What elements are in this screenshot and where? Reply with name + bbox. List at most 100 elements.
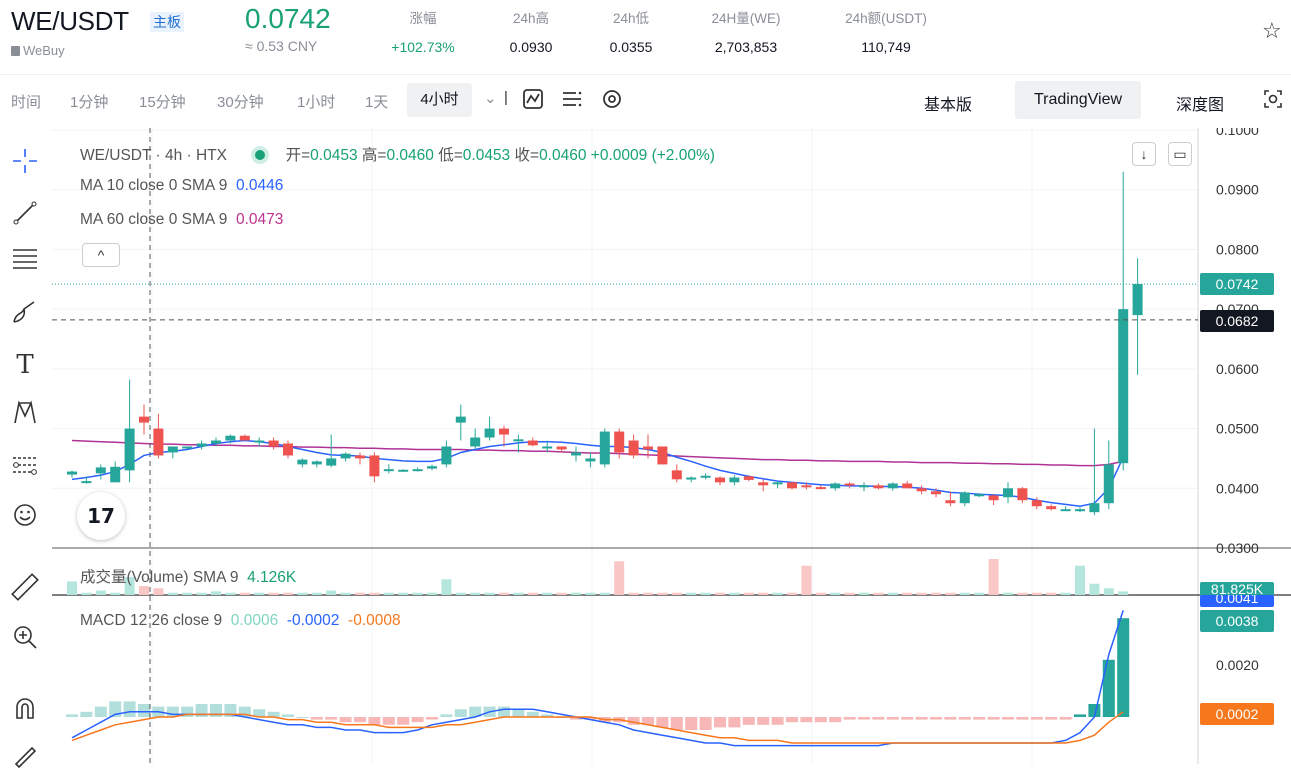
volume-bar <box>628 592 639 595</box>
price-tick-label: 0.0600 <box>1216 361 1259 377</box>
settings-icon[interactable] <box>601 88 623 115</box>
candle-body <box>225 435 236 441</box>
interval-30m[interactable]: 30分钟 <box>217 94 264 111</box>
text-tool-icon[interactable]: T <box>16 350 34 380</box>
volume-bar <box>974 592 985 595</box>
volume-bar <box>585 592 596 595</box>
candle-body <box>283 443 293 456</box>
brush-icon[interactable] <box>8 297 42 331</box>
candle-body <box>369 455 380 477</box>
collapse-legend-button[interactable]: ^ <box>82 243 120 267</box>
price-chart[interactable]: 0.10000.09000.08000.07000.06000.05000.04… <box>52 128 1291 764</box>
candle-body <box>383 469 394 472</box>
forecast-icon[interactable] <box>8 450 42 484</box>
volume-bar <box>398 592 409 595</box>
macd-histogram-bar <box>267 711 280 717</box>
volume-bar <box>743 592 754 595</box>
macd-histogram-bar <box>714 717 726 728</box>
volume-bar <box>383 592 394 595</box>
macd-legend: MACD 12 26 close 9 0.0006 -0.0002 -0.000… <box>80 612 401 629</box>
pattern-icon[interactable] <box>8 398 42 432</box>
candle-body <box>715 477 725 483</box>
candle-body <box>657 446 668 465</box>
candle-body <box>1060 509 1071 512</box>
macd-histogram-bar <box>958 717 971 720</box>
volume-bar <box>95 590 106 595</box>
fib-lines-icon[interactable] <box>8 244 42 278</box>
bag-icon <box>11 46 20 56</box>
macd-histogram-bar <box>973 717 986 720</box>
macd-histogram-bar <box>699 717 712 730</box>
magnet-icon[interactable] <box>8 694 42 728</box>
price-tick-label: 0.1000 <box>1216 128 1259 138</box>
candle-body <box>887 483 898 489</box>
macd-histogram-bar <box>886 717 899 720</box>
trend-line-icon[interactable] <box>8 197 42 231</box>
crosshair-icon[interactable] <box>8 146 42 180</box>
macd-line-tag: 0.0041 <box>1200 595 1274 607</box>
volume-bar <box>427 592 437 595</box>
macd-histogram-bar <box>1002 717 1014 720</box>
zoom-in-icon[interactable] <box>8 622 42 656</box>
volume-bar <box>470 592 481 595</box>
interval-1h[interactable]: 1小时 <box>297 94 336 111</box>
volume-bar <box>657 592 668 595</box>
candle-body <box>873 485 884 489</box>
volume-bar <box>326 590 337 595</box>
volume-bar <box>124 577 135 595</box>
interval-15m[interactable]: 15分钟 <box>139 94 186 111</box>
interval-1m[interactable]: 1分钟 <box>70 94 109 111</box>
chart-type-icon[interactable] <box>522 88 544 115</box>
candle-body <box>945 500 956 504</box>
view-basic[interactable]: 基本版 <box>924 97 973 114</box>
candle-body <box>801 485 812 488</box>
macd-histogram-bar <box>771 717 784 725</box>
macd-histogram-bar <box>670 717 683 730</box>
volume-bar <box>772 592 783 595</box>
price-tick-label: 0.0500 <box>1216 421 1259 437</box>
candle-body <box>110 466 121 483</box>
candle-body <box>1017 488 1028 501</box>
fullscreen-icon[interactable]: ▭ <box>1168 142 1192 166</box>
volume-bar <box>239 592 250 595</box>
scroll-down-icon[interactable]: ↓ <box>1132 142 1156 166</box>
candle-body <box>239 435 250 441</box>
view-depth[interactable]: 深度图 <box>1176 97 1225 114</box>
volume-bar <box>1017 592 1028 595</box>
crosshair-price-tag: 0.0682 <box>1200 310 1274 332</box>
macd-histogram-bar <box>858 717 870 720</box>
volume-bar <box>729 592 740 595</box>
macd-line <box>71 610 1124 747</box>
volume-bar <box>801 565 812 595</box>
interval-4h-selected[interactable]: 4小时 <box>407 83 472 117</box>
candle-body <box>95 467 106 474</box>
volume-bar <box>873 592 884 595</box>
macd-signal-line <box>71 711 1124 744</box>
candle-body <box>743 476 754 480</box>
macd-histogram-bar <box>526 711 539 717</box>
screenshot-icon[interactable] <box>1262 88 1284 115</box>
volume-bar <box>945 592 956 595</box>
volume-bar <box>715 592 725 595</box>
indicators-icon[interactable] <box>561 88 583 115</box>
chevron-down-icon[interactable]: ⌄ <box>484 90 497 107</box>
price-tick-label: 0.0300 <box>1216 540 1259 556</box>
volume-bar <box>167 592 178 595</box>
star-outline-icon[interactable]: ☆ <box>1262 18 1282 43</box>
volume-bar <box>1118 591 1129 595</box>
candle-body <box>470 437 481 447</box>
view-tradingview-selected[interactable]: TradingView <box>1015 81 1141 119</box>
ruler-icon[interactable] <box>8 572 42 606</box>
candle-body <box>974 494 985 497</box>
macd-histogram-bar <box>944 717 957 720</box>
macd-histogram-bar <box>1102 659 1115 717</box>
interval-1d[interactable]: 1天 <box>365 94 389 111</box>
macd-histogram-bar <box>166 706 179 717</box>
volume-bar <box>441 579 452 595</box>
macd-histogram-bar <box>829 717 842 723</box>
emoji-icon[interactable] <box>8 500 42 534</box>
lock-drawing-icon[interactable] <box>8 740 42 774</box>
interval-time[interactable]: 时间 <box>11 94 42 111</box>
macd-histogram-bar <box>1074 714 1086 717</box>
candle-body <box>340 453 351 459</box>
